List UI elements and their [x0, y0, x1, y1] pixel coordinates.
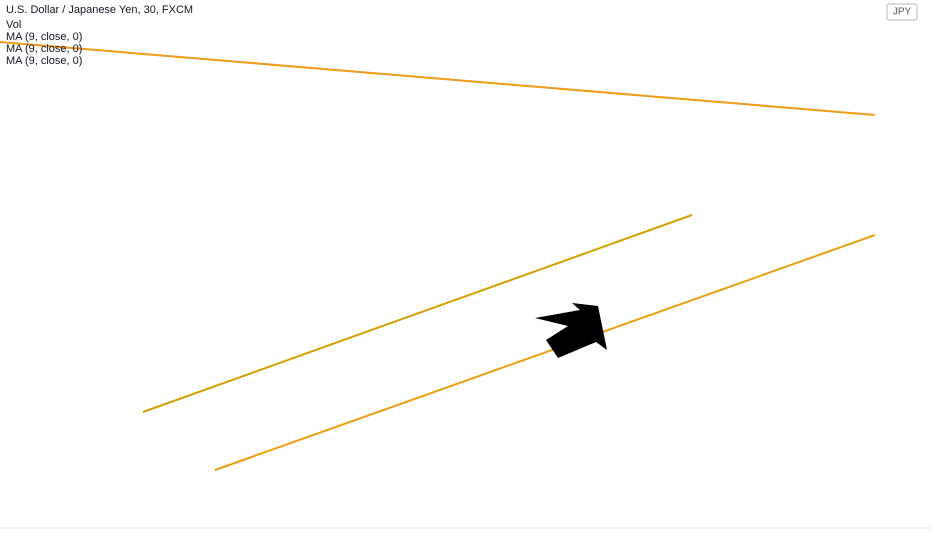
symbol-title: U.S. Dollar / Japanese Yen, 30, FXCM	[6, 4, 193, 16]
channel-upper	[142, 214, 693, 413]
indicator: MA (9, close, 0)	[6, 55, 82, 67]
indicator: MA (9, close, 0)	[6, 43, 82, 55]
currency-box[interactable]	[886, 3, 918, 21]
indicator: MA (9, close, 0)	[6, 31, 82, 43]
indicator: Vol	[6, 19, 21, 31]
price-axis	[875, 0, 932, 550]
trend-line	[0, 41, 876, 116]
currency: JPY	[893, 7, 912, 18]
arrow-icon	[535, 303, 607, 358]
channel-lower	[214, 234, 876, 471]
